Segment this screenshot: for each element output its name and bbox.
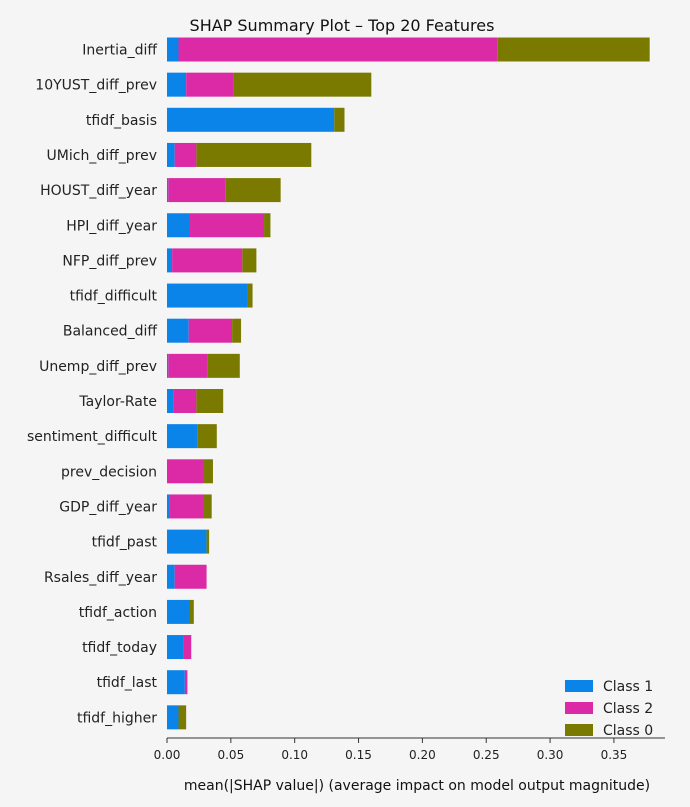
- chart-title: SHAP Summary Plot – Top 20 Features: [190, 16, 495, 35]
- bar-tfidf_last-class-1: [167, 670, 185, 695]
- y-tick-label: HPI_diff_year: [66, 218, 157, 234]
- y-tick-label: sentiment_difficult: [27, 429, 158, 445]
- bar-Rsales_diff_year-class-2: [174, 564, 207, 589]
- bar-prev_decision-class-0: [204, 459, 213, 484]
- bar-tfidf_higher-class-1: [167, 705, 179, 730]
- bar-tfidf_higher-class-0: [178, 705, 187, 730]
- bars-group: [167, 37, 650, 730]
- y-tick-label: tfidf_difficult: [70, 289, 158, 305]
- bar-HPI_diff_year-class-2: [189, 213, 265, 238]
- y-tick-label: tfidf_basis: [86, 113, 157, 129]
- bar-UMich_diff_prev-class-2: [174, 142, 197, 167]
- bar-tfidf_action-class-0: [189, 599, 194, 624]
- y-tick-label: tfidf_action: [79, 605, 157, 621]
- x-axis-ticks: 0.00 0.05 0.10 0.15 0.20 0.25 0.30 0.35: [154, 738, 628, 762]
- y-axis-ticks: Inertia_diff 10YUST_diff_prev tfidf_basis U…: [27, 43, 158, 727]
- legend-label: Class 1: [603, 679, 653, 695]
- y-tick-label: Balanced_diff: [63, 324, 157, 340]
- bar-prev_decision-class-2: [167, 459, 205, 484]
- bar-Unemp_diff_prev-class-0: [207, 353, 240, 378]
- bar-Inertia_diff-class-0: [497, 37, 650, 62]
- bar-tfidf_basis-class-0: [334, 107, 345, 132]
- bar-Inertia_diff-class-2: [178, 37, 498, 62]
- bar-UMich_diff_prev-class-1: [167, 142, 175, 167]
- bar-Rsales_diff_year-class-1: [167, 564, 175, 589]
- bar-GDP_diff_year-class-1: [167, 494, 170, 519]
- y-tick-label: NFP_diff_prev: [62, 253, 157, 269]
- y-tick-label: Inertia_diff: [82, 43, 157, 59]
- y-tick-label: 10YUST_diff_prev: [35, 78, 157, 94]
- bar-UMich_diff_prev-class-0: [196, 142, 312, 167]
- y-tick-label: prev_decision: [61, 464, 157, 480]
- x-tick-label: 0.25: [473, 748, 500, 762]
- y-tick-label: tfidf_today: [82, 640, 157, 656]
- bar-Unemp_diff_prev-class-2: [168, 353, 208, 378]
- bar-tfidf_basis-class-1: [167, 107, 335, 132]
- bar-Balanced_diff-class-1: [167, 318, 189, 343]
- x-tick-label: 0.35: [601, 748, 628, 762]
- bar-tfidf_action-class-1: [167, 599, 190, 624]
- bar-NFP_diff_prev-class-2: [172, 248, 243, 273]
- x-tick-label: 0.15: [345, 748, 372, 762]
- legend-swatch-class-0: [565, 724, 593, 736]
- bar-HOUST_diff_year-class-2: [168, 178, 226, 203]
- bar-GDP_diff_year-class-0: [204, 494, 212, 519]
- x-tick-label: 0.20: [409, 748, 436, 762]
- bar-Taylor-Rate-class-0: [196, 389, 224, 413]
- bar-10YUST_diff_prev-class-1: [167, 72, 187, 97]
- x-tick-label: 0.05: [217, 748, 244, 762]
- legend-label: Class 0: [603, 723, 653, 739]
- bar-10YUST_diff_prev-class-0: [233, 72, 372, 97]
- legend: Class 1 Class 2 Class 0: [565, 679, 653, 739]
- bar-NFP_diff_prev-class-0: [242, 248, 257, 273]
- x-tick-label: 0.30: [537, 748, 564, 762]
- bar-Balanced_diff-class-2: [188, 318, 233, 343]
- y-tick-label: tfidf_last: [97, 675, 158, 691]
- y-tick-label: Unemp_diff_prev: [39, 359, 157, 375]
- legend-swatch-class-2: [565, 702, 593, 714]
- y-tick-label: UMich_diff_prev: [47, 148, 157, 164]
- y-tick-label: GDP_diff_year: [59, 499, 157, 515]
- bar-sentiment_difficult-class-0: [197, 424, 217, 449]
- y-tick-label: tfidf_past: [92, 535, 158, 551]
- bar-HOUST_diff_year-class-0: [225, 178, 281, 203]
- bar-10YUST_diff_prev-class-2: [186, 72, 234, 97]
- bar-GDP_diff_year-class-2: [169, 494, 205, 519]
- y-tick-label: HOUST_diff_year: [40, 183, 157, 199]
- y-tick-label: Taylor-Rate: [78, 394, 157, 410]
- y-tick-label: Rsales_diff_year: [44, 570, 157, 586]
- bar-tfidf_past-class-1: [167, 529, 207, 554]
- bar-HPI_diff_year-class-0: [264, 213, 271, 238]
- x-tick-label: 0.00: [154, 748, 181, 762]
- bar-tfidf_today-class-1: [167, 635, 184, 660]
- x-axis-label: mean(|SHAP value|) (average impact on mo…: [184, 778, 650, 794]
- bar-sentiment_difficult-class-1: [167, 424, 198, 449]
- bar-HOUST_diff_year-class-1: [167, 178, 169, 203]
- bar-tfidf_past-class-0: [206, 529, 210, 554]
- x-tick-label: 0.10: [281, 748, 308, 762]
- legend-label: Class 2: [603, 701, 653, 717]
- bar-HPI_diff_year-class-1: [167, 213, 190, 238]
- bar-tfidf_difficult-class-1: [167, 283, 248, 308]
- bar-Inertia_diff-class-1: [167, 37, 179, 62]
- y-tick-label: tfidf_higher: [77, 710, 157, 726]
- bar-tfidf_today-class-2: [183, 635, 192, 660]
- bar-tfidf_difficult-class-0: [247, 283, 253, 308]
- legend-swatch-class-1: [565, 680, 593, 692]
- bar-Balanced_diff-class-0: [232, 318, 242, 343]
- bar-tfidf_last-class-2: [184, 670, 188, 695]
- bar-Taylor-Rate-class-1: [167, 389, 174, 413]
- bar-Taylor-Rate-class-2: [173, 389, 197, 413]
- bar-NFP_diff_prev-class-1: [167, 248, 173, 273]
- bar-Unemp_diff_prev-class-1: [167, 353, 169, 378]
